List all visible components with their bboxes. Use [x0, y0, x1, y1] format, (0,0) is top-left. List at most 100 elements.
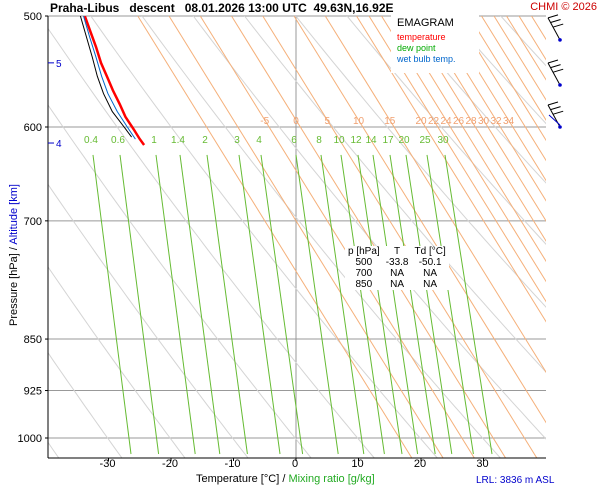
y-axis-label: Pressure [hPa] / Altitude [km]	[8, 165, 20, 345]
mixing-ratio-line	[340, 154, 385, 455]
table-header-cell: p [hPa]	[348, 246, 380, 257]
mixing-ratio-label: 3	[234, 135, 240, 146]
mixing-ratio-line	[179, 154, 221, 455]
dry-adiabat-line	[90, 16, 438, 458]
wind-barbs-layer	[547, 14, 564, 129]
mixing-ratio-line	[426, 154, 474, 455]
dry-adiabat-line	[500, 16, 546, 67]
isotherm-label: 20	[415, 116, 427, 127]
mixing-ratio-line	[155, 154, 196, 455]
wind-barb-feather	[547, 101, 559, 106]
isotherm-line	[531, 16, 546, 41]
x-tick-label: 30	[476, 458, 488, 470]
chart-labels-layer: -5 0 5 10 15 20 22 24 26 28 30 32 340.4 0.6 1 1.4 2 3 4 6 8 1…	[84, 116, 514, 146]
isotherm-label: 24	[440, 116, 452, 127]
mixing-ratio-line	[320, 154, 365, 455]
mixing-ratio-lines-layer	[92, 154, 493, 455]
table-cell: 700	[355, 268, 373, 279]
dry-adiabat-line	[48, 183, 249, 458]
legend-box: EMAGRAM temperature dew point wet bulb t…	[391, 15, 479, 73]
mixing-ratio-line	[260, 154, 304, 455]
isotherm-label: 10	[353, 116, 365, 127]
x-tick-label: 0	[292, 458, 298, 470]
dry-adiabat-line	[448, 16, 546, 125]
table-row: 700 NA NA	[345, 268, 449, 279]
isotherm-line	[481, 16, 546, 121]
legend-item-dew-point: dew point	[397, 43, 436, 53]
values-table: p [hPa] T Td [°C] 500 -33.8 -50.1 700 NA…	[345, 246, 449, 290]
table-cell: NA	[390, 279, 405, 290]
dry-adiabat-line	[141, 16, 502, 458]
x-axis-label-mixing: Mixing ratio [g/kg]	[288, 473, 375, 485]
isotherm-line	[493, 16, 546, 101]
mixing-ratio-label: 20	[398, 135, 410, 146]
y-tick-label: 1000	[18, 433, 42, 445]
y-tick-label: 850	[24, 334, 42, 346]
table-header-cell: Td [°C]	[414, 246, 446, 257]
y-axis-label-altitude: Altitude [km]	[8, 184, 20, 245]
wind-barb-feather	[547, 59, 559, 64]
wind-barb-staff	[547, 62, 561, 86]
isotherm-line	[393, 16, 546, 263]
isotherm-label: 0	[293, 116, 299, 127]
table-cell: NA	[423, 279, 438, 290]
mixing-ratio-label: 12	[350, 135, 362, 146]
mixing-ratio-line	[206, 154, 248, 455]
table-cell: -33.8	[385, 257, 409, 268]
table-cell: NA	[423, 268, 438, 279]
mixing-ratio-line	[295, 154, 339, 455]
mixing-ratio-line	[405, 154, 453, 455]
mixing-ratio-line	[92, 154, 132, 455]
series-line-temperature	[83, 16, 146, 146]
wind-barb-staff	[547, 17, 561, 41]
mixing-ratio-line	[389, 154, 436, 455]
dry-adiabat-line	[192, 16, 546, 440]
x-axis-label: Temperature [°C] / Mixing ratio [g/kg]	[196, 473, 375, 485]
mixing-ratio-line	[119, 154, 160, 455]
dry-adiabat-line	[592, 4, 600, 468]
dry-adiabat-line	[48, 266, 186, 458]
isotherm-label: -5	[260, 116, 269, 127]
wind-barb-feather	[553, 23, 564, 28]
table-row: 500 -33.8 -50.1	[345, 257, 449, 268]
isotherm-label: 32	[490, 116, 502, 127]
mixing-ratio-label: 1	[151, 135, 157, 146]
mixing-ratio-line	[372, 154, 419, 455]
y-axis-label-pressure: Pressure [hPa]	[8, 253, 20, 326]
table-cell: 500	[355, 257, 373, 268]
table-cell: NA	[390, 268, 405, 279]
isotherm-line	[356, 16, 546, 323]
credit-label: CHMI © 2026	[530, 1, 597, 13]
isotherm-line	[456, 16, 546, 162]
dry-adiabat-line	[346, 16, 546, 245]
dry-adiabat-line	[48, 27, 375, 458]
x-axis-label-separator: /	[279, 473, 289, 485]
chart-title: Praha-Libus descent 08.01.2026 13:00 UTC…	[50, 1, 394, 15]
mixing-ratio-label: 8	[316, 135, 322, 146]
isotherm-label: 5	[324, 116, 330, 127]
y-tick-label: 700	[24, 216, 42, 228]
mixing-ratio-label: 6	[291, 135, 297, 146]
isotherm-line	[324, 16, 546, 373]
mixing-ratio-label: 30	[437, 135, 449, 146]
series-line-dew-point	[79, 16, 133, 138]
isotherm-line	[262, 16, 538, 458]
wind-barb-feather	[553, 110, 564, 115]
mixing-ratio-line	[357, 154, 403, 455]
mixing-ratio-label: 10	[333, 135, 345, 146]
altitude-tick-label: 4	[56, 139, 62, 150]
isotherm-label: 30	[478, 116, 490, 127]
wind-barb-feather	[550, 106, 561, 111]
table-header-row: p [hPa] T Td [°C]	[345, 246, 449, 257]
dry-adiabat-line	[295, 16, 546, 308]
legend-title: EMAGRAM	[397, 17, 454, 29]
series-line-wet-bulb-temp-	[83, 16, 136, 140]
mixing-ratio-label: 0.4	[84, 135, 98, 146]
dry-adiabat-line	[48, 351, 123, 458]
mixing-ratio-label: 17	[382, 135, 394, 146]
mixing-ratio-label: 14	[365, 135, 377, 146]
wind-barb-icon	[547, 101, 564, 129]
isotherm-line	[381, 16, 546, 283]
